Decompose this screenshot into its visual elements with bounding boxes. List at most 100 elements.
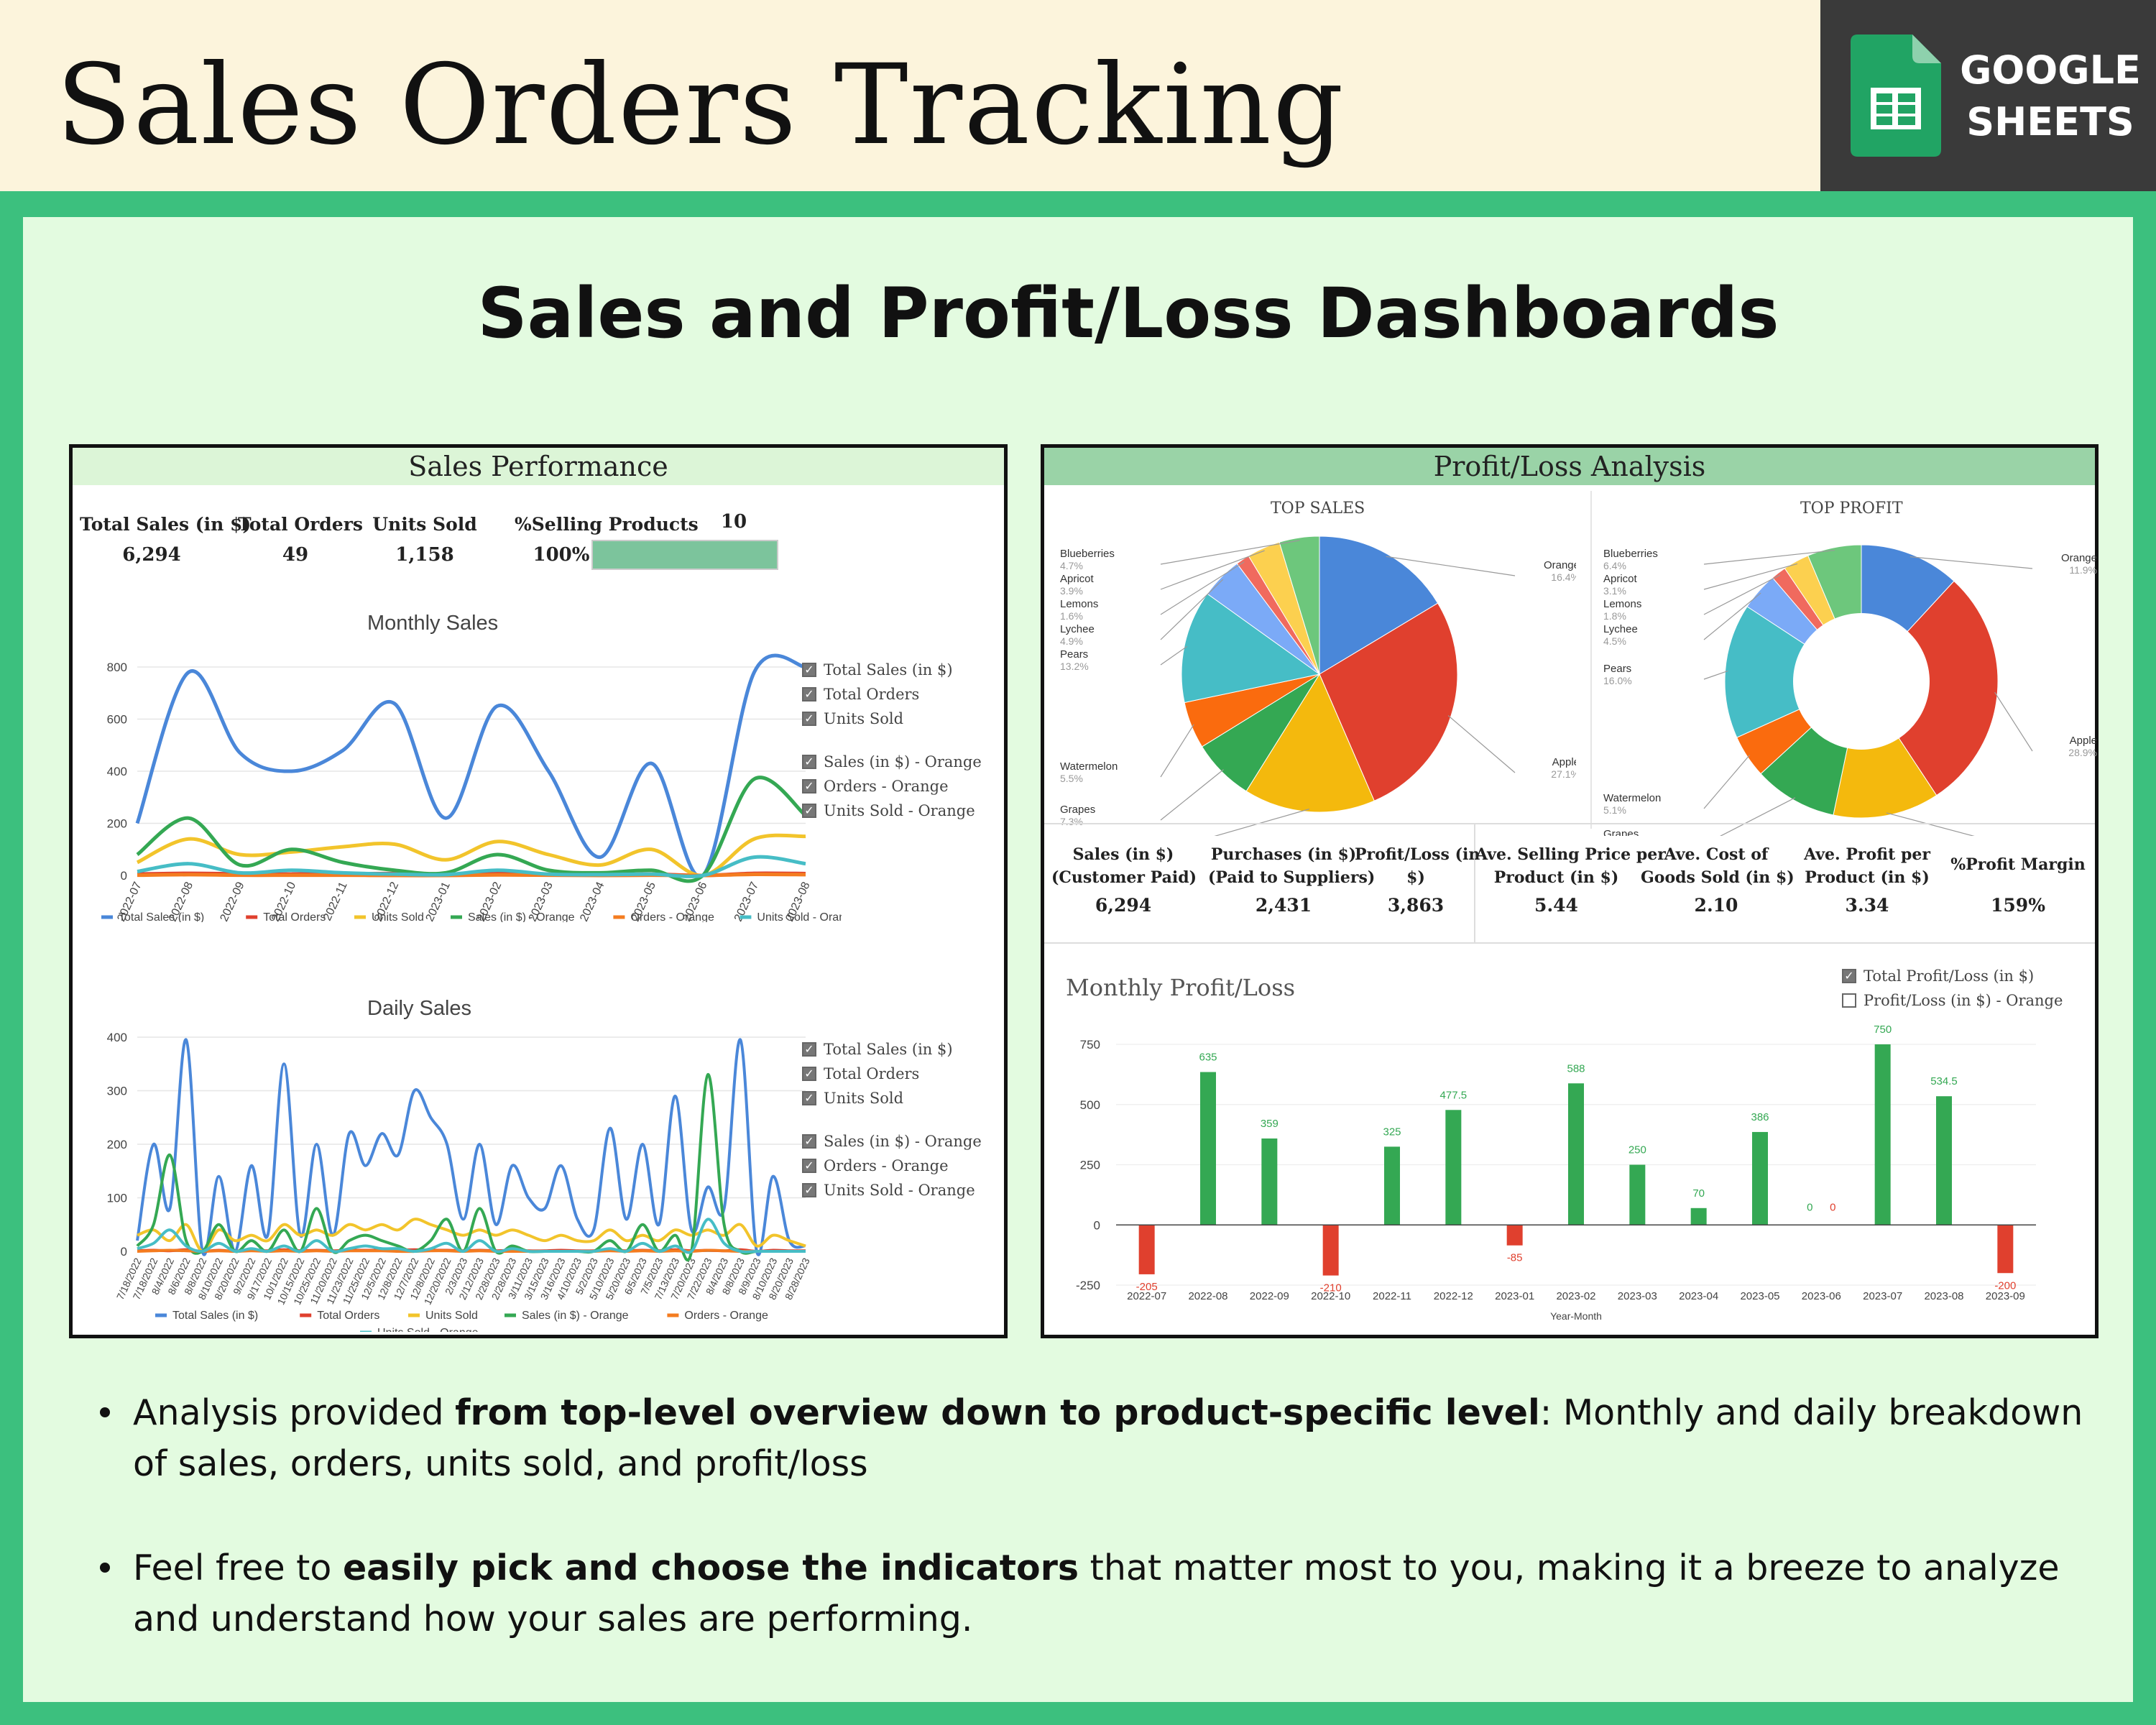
legend-item[interactable]: ✓ Units Sold [802, 1086, 982, 1110]
pl-kpi-label-line: (Customer Paid) [1051, 868, 1197, 887]
checkbox-checked-icon[interactable]: ✓ [1842, 969, 1856, 983]
checkbox-checked-icon[interactable]: ✓ [802, 712, 816, 726]
pl-data-label: -205 [1136, 1281, 1158, 1293]
monthly-sales-title: Monthly Sales [367, 612, 499, 635]
y-tick-label: 400 [107, 765, 127, 778]
top-sales-pie: Orange16.4%Apple27.1%Bananas15.4%Grapes7… [1060, 535, 1576, 836]
slice-pct: 16.0% [1603, 675, 1632, 686]
bullet-2-post: that matter most to you, making it a bre… [133, 1547, 2060, 1639]
pl-data-label: 750 [1874, 1024, 1892, 1036]
label-leader [1703, 670, 1728, 680]
checkbox-checked-icon[interactable]: ✓ [802, 1091, 816, 1105]
label-leader [1703, 574, 1781, 615]
pl-bar [1445, 1110, 1462, 1225]
pl-bar [1997, 1225, 2014, 1274]
checkbox-checked-icon[interactable]: ✓ [802, 1159, 816, 1173]
legend-item[interactable]: ✓ Total Orders [802, 1062, 982, 1086]
legend-item[interactable]: ✓ Units Sold - Orange [802, 1178, 982, 1202]
daily-sales-chart: 01002003004007/18/20227/18/20228/4/20228… [107, 1031, 812, 1332]
y-tick-label: 750 [1080, 1038, 1100, 1052]
legend-item[interactable]: Profit/Loss (in $) - Orange [1842, 988, 2063, 1013]
legend-item[interactable]: ✓ Total Profit/Loss (in $) [1842, 964, 2063, 988]
pl-kpi-value: 3,863 [1387, 895, 1445, 916]
pl-data-label: 635 [1199, 1052, 1217, 1064]
pl-data-label: 325 [1383, 1126, 1401, 1138]
legend-item[interactable]: ✓ Total Sales (in $) [802, 658, 982, 682]
label-leader [1703, 755, 1751, 809]
y-tick-label: 0 [121, 1245, 127, 1259]
checkbox-checked-icon[interactable]: ✓ [802, 1042, 816, 1057]
legend-text: Units Sold - Orange [377, 1327, 479, 1332]
pl-kpi-label: Profit/Loss (in $) [1355, 843, 1480, 889]
x-tick-label: 2023-06 [1802, 1290, 1841, 1302]
slice-pct: 28.9% [2068, 747, 2097, 758]
slice-label: Lemons [1060, 598, 1098, 610]
pie-slice [1245, 673, 1375, 813]
x-tick-label: 2023-07 [1863, 1290, 1902, 1302]
legend-item[interactable]: ✓ Sales (in $) - Orange [802, 750, 982, 774]
checkbox-checked-icon[interactable]: ✓ [802, 755, 816, 769]
pl-kpi-label-line: Profit/Loss (in [1355, 845, 1480, 864]
google-sheets-badge: GOOGLE SHEETS [1820, 0, 2156, 191]
slice-label: Pears [1060, 648, 1088, 661]
checkbox-checked-icon[interactable]: ✓ [802, 1134, 816, 1149]
legend-label: Total Sales (in $) [824, 1041, 953, 1058]
pl-kpi-value: 5.44 [1534, 895, 1578, 916]
legend-item[interactable]: ✓ Orders - Orange [802, 1154, 982, 1178]
legend-item[interactable]: ✓ Total Sales (in $) [802, 1037, 982, 1062]
y-tick-label: 300 [107, 1085, 127, 1098]
slice-pct: 4.7% [1060, 560, 1083, 571]
label-leader [1160, 550, 1265, 590]
checkbox-checked-icon[interactable]: ✓ [802, 687, 816, 702]
pl-bar [1322, 1225, 1339, 1276]
slice-label: Lychee [1603, 623, 1638, 635]
pl-data-label: 70 [1692, 1187, 1705, 1200]
checkbox-checked-icon[interactable]: ✓ [802, 779, 816, 794]
label-leader [1386, 556, 1516, 576]
x-tick-label: 2022-12 [1434, 1290, 1473, 1302]
daily-sales-legend: ✓ Total Sales (in $) ✓ Total Orders ✓ Units S… [802, 1037, 982, 1202]
series-line [137, 1218, 806, 1254]
bullet-2-bold: easily pick and choose the indicators [342, 1547, 1079, 1588]
legend-item[interactable]: ✓ Units Sold [802, 707, 982, 731]
checkbox-unchecked-icon[interactable] [1842, 993, 1856, 1008]
legend-label: Units Sold - Orange [824, 802, 975, 819]
monthly-sales-legend: ✓ Total Sales (in $) ✓ Total Orders ✓ Units S… [802, 658, 982, 823]
x-tick-label: 2022-09 [218, 880, 247, 922]
y-tick-label: 600 [107, 713, 127, 727]
selling-products-bar-fill [593, 541, 777, 569]
legend-label: Total Orders [824, 686, 920, 703]
pl-bar [1384, 1146, 1400, 1225]
legend-item[interactable]: ✓ Units Sold - Orange [802, 799, 982, 823]
page-title: Sales Orders Tracking [56, 41, 1345, 170]
pl-bar [1690, 1208, 1707, 1225]
checkbox-checked-icon[interactable]: ✓ [802, 663, 816, 677]
label-leader [1703, 592, 1761, 640]
checkbox-checked-icon[interactable]: ✓ [802, 1067, 816, 1081]
label-leader [1160, 561, 1245, 615]
legend-label: Total Sales (in $) [824, 661, 953, 678]
donut-hole [1793, 613, 1930, 750]
pl-data-label: -85 [1507, 1252, 1523, 1264]
pl-kpi-label: Ave. Cost of Goods Sold (in $) [1641, 843, 1795, 889]
legend-item[interactable]: ✓ Orders - Orange [802, 774, 982, 799]
slice-label: Watermelon [1060, 760, 1118, 773]
legend-label: Units Sold [824, 710, 904, 727]
slice-label: Bananas [1060, 835, 1102, 836]
slice-pct: 1.8% [1603, 610, 1626, 622]
legend-item[interactable]: ✓ Sales (in $) - Orange [802, 1129, 982, 1154]
x-tick-label: 2022-11 [1373, 1290, 1411, 1302]
legend-gap [802, 1110, 982, 1129]
google-sheets-icon [1851, 34, 1941, 157]
legend-item[interactable]: ✓ Total Orders [802, 682, 982, 707]
checkbox-checked-icon[interactable]: ✓ [802, 1183, 816, 1197]
checkbox-checked-icon[interactable]: ✓ [802, 804, 816, 818]
pl-bar [1752, 1131, 1768, 1225]
pie-slice [1279, 535, 1320, 675]
legend-label: Orders - Orange [824, 778, 949, 795]
slice-label: Grapes [1060, 804, 1095, 816]
x-tick-label: 2022-09 [1250, 1290, 1289, 1302]
pie-slice [1724, 606, 1863, 738]
pl-data-label: 0 [1830, 1201, 1835, 1213]
pie-slice [1181, 593, 1321, 704]
